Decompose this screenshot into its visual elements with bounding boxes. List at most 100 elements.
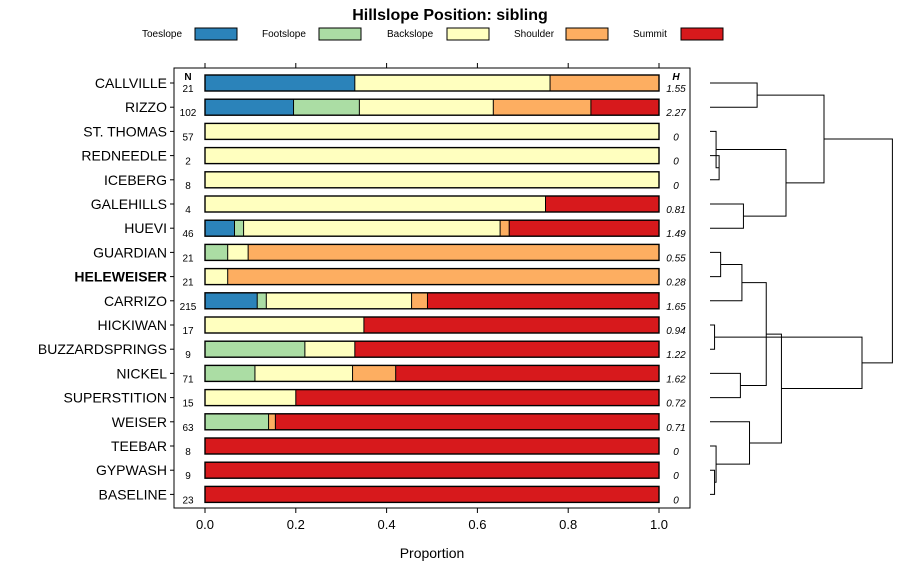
dendrogram-branch-14 xyxy=(749,333,782,444)
dendrogram-branch-5 xyxy=(757,94,825,184)
n-value-weiser: 63 xyxy=(182,423,194,434)
h-column-header: H xyxy=(672,72,680,83)
n-column-header: N xyxy=(184,72,191,83)
legend-label-shoulder: Shoulder xyxy=(514,29,555,40)
bar-st-thomas-backslope xyxy=(205,123,659,140)
bar-buzzardsprings-backslope xyxy=(304,341,355,358)
n-value-rizzo: 102 xyxy=(180,108,197,119)
legend-swatch-toeslope xyxy=(194,27,238,41)
bar-outline-gypwash xyxy=(204,461,660,479)
dendrogram xyxy=(710,82,893,495)
bar-outline-st-thomas xyxy=(204,122,660,141)
x-axis-label: Proportion xyxy=(400,545,465,561)
legend-swatch-backslope xyxy=(446,27,490,41)
dendrogram-branch-0 xyxy=(710,82,758,108)
h-value-carrizo: 1.65 xyxy=(666,302,686,313)
dendrogram-branch-3 xyxy=(710,203,744,229)
legend-swatch-footslope xyxy=(318,27,362,41)
bar-carrizo-shoulder xyxy=(411,292,428,309)
bars xyxy=(204,74,660,504)
category-label-baseline: BASELINE xyxy=(99,486,167,502)
h-value-buzzardsprings: 1.22 xyxy=(666,350,686,361)
n-value-st-thomas: 57 xyxy=(182,132,194,143)
bar-carrizo-summit xyxy=(427,292,659,309)
n-value-iceberg: 8 xyxy=(185,181,191,192)
h-value-teebar: 0 xyxy=(673,447,679,458)
category-label-galehills: GALEHILLS xyxy=(91,196,167,212)
bar-outline-baseline xyxy=(204,485,660,504)
y-axis-ticks xyxy=(170,82,174,495)
category-labels: CALLVILLE RIZZO ST. THOMAS REDNEEDLE ICEBERG… xyxy=(38,75,167,502)
x-tick-label-0: 0.0 xyxy=(196,517,214,532)
legend-label-backslope: Backslope xyxy=(387,29,434,40)
dendrogram-branch-15 xyxy=(714,336,863,390)
bar-rizzo-shoulder xyxy=(493,99,591,116)
dendrogram-branch-4 xyxy=(716,149,787,217)
bar-superstition-summit xyxy=(295,389,659,406)
bar-carrizo-footslope xyxy=(257,292,267,309)
bar-rizzo-summit xyxy=(590,99,659,116)
bar-outline-teebar xyxy=(204,437,660,455)
category-label-hickiwan: HICKIWAN xyxy=(98,317,167,333)
bar-outline-rizzo xyxy=(204,98,660,116)
bar-nickel-shoulder xyxy=(352,365,396,382)
category-label-carrizo: CARRIZO xyxy=(104,293,167,309)
bar-huevi-shoulder xyxy=(500,220,510,237)
bar-redneedle-backslope xyxy=(205,147,659,164)
legend-swatch-shoulder xyxy=(565,27,609,41)
h-value-iceberg: 0 xyxy=(673,181,679,192)
bar-hickiwan-backslope xyxy=(205,317,364,333)
dendrogram-branch-8 xyxy=(710,264,743,302)
category-label-buzzardsprings: BUZZARDSPRINGS xyxy=(38,341,167,357)
bar-nickel-footslope xyxy=(205,365,255,382)
bar-rizzo-footslope xyxy=(293,99,360,116)
bar-rizzo-backslope xyxy=(359,99,494,116)
bar-outline-redneedle xyxy=(204,146,660,165)
bar-baseline-summit xyxy=(205,486,659,503)
category-label-callville: CALLVILLE xyxy=(95,75,167,91)
dendrogram-branch-16 xyxy=(824,138,893,364)
bar-buzzardsprings-footslope xyxy=(205,341,305,358)
n-value-carrizo: 215 xyxy=(180,302,197,313)
bar-galehills-summit xyxy=(545,196,659,212)
h-value-huevi: 1.49 xyxy=(666,229,686,240)
bar-carrizo-backslope xyxy=(266,292,412,309)
bar-outline-buzzardsprings xyxy=(204,340,660,358)
bar-huevi-backslope xyxy=(243,220,501,237)
legend: Toeslope Footslope Backslope Shoulder Summit xyxy=(142,27,724,41)
bar-callville-backslope xyxy=(354,75,551,91)
bar-weiser-shoulder xyxy=(268,413,276,430)
bar-weiser-summit xyxy=(275,413,659,430)
legend-swatch-summit xyxy=(680,27,724,41)
bar-callville-shoulder xyxy=(550,75,659,91)
h-value-callville: 1.55 xyxy=(666,84,686,95)
h-value-gypwash: 0 xyxy=(673,471,679,482)
h-value-rizzo: 2.27 xyxy=(665,108,686,119)
category-label-gypwash: GYPWASH xyxy=(96,462,167,478)
n-value-buzzardsprings: 9 xyxy=(185,350,191,361)
n-value-nickel: 71 xyxy=(182,374,194,385)
x-axis: 0.0 0.2 0.4 0.6 0.8 1.0 xyxy=(196,63,668,532)
dendrogram-branch-12 xyxy=(710,445,717,483)
bar-outline-galehills xyxy=(204,195,660,213)
x-tick-label-3: 0.6 xyxy=(468,517,486,532)
category-label-weiser: WEISER xyxy=(112,414,167,430)
h-value-redneedle: 0 xyxy=(673,157,679,168)
legend-label-summit: Summit xyxy=(633,29,667,40)
bar-huevi-toeslope xyxy=(205,220,235,237)
h-value-st-thomas: 0 xyxy=(673,132,679,143)
x-tick-label-4: 0.8 xyxy=(559,517,577,532)
category-label-rizzo: RIZZO xyxy=(125,99,167,115)
plot-frame xyxy=(173,67,691,509)
bar-outline-superstition xyxy=(204,388,660,407)
bar-guardian-footslope xyxy=(205,244,228,261)
n-value-gypwash: 9 xyxy=(185,471,191,482)
category-label-st-thomas: ST. THOMAS xyxy=(83,123,167,139)
dendrogram-branch-6 xyxy=(710,251,722,278)
h-value-galehills: 0.81 xyxy=(666,205,685,216)
dendrogram-branch-9 xyxy=(710,372,741,399)
bar-teebar-summit xyxy=(205,438,659,454)
x-tick-label-1: 0.2 xyxy=(287,517,305,532)
bar-weiser-footslope xyxy=(205,413,269,430)
